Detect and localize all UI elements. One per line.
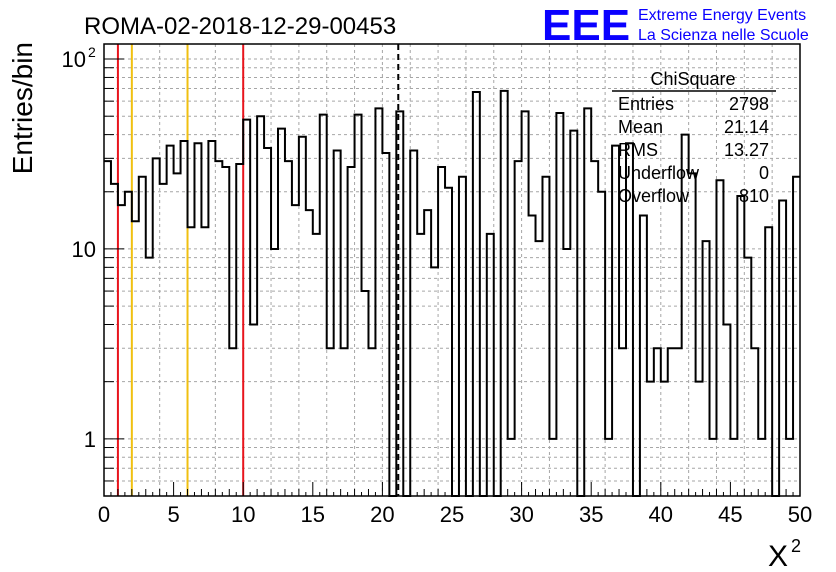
x-axis-label-text: X [768,540,788,572]
stats-label-entries: Entries [618,94,674,114]
stats-value-entries: 2798 [729,94,769,114]
x-tick-label: 30 [509,502,533,527]
stats-value-rms: 13.27 [724,140,769,160]
x-tick-label: 15 [301,502,325,527]
stats-label-underflow: Underflow [618,163,700,183]
eee-logo: EEE Extreme Energy Events La Scienza nel… [542,1,809,50]
logo-line-1: Extreme Energy Events [638,7,806,24]
stats-label-mean: Mean [618,117,663,137]
x-tick-label: 50 [788,502,812,527]
stats-label-rms: RMS [618,140,658,160]
x-tick-label: 20 [370,502,394,527]
y-tick-label: 1 [84,427,96,452]
x-axis-label-sup: 2 [791,536,801,556]
x-axis-ticks: 0 5 10 15 20 25 30 35 40 45 50 [98,482,812,527]
reference-lines [116,44,400,496]
y-axis-label: Entries/bin [7,42,38,174]
x-tick-label: 35 [579,502,603,527]
stats-label-overflow: Overflow [618,186,690,206]
run-title: ROMA-02-2018-12-29-00453 [84,13,396,40]
y-tick-label: 10 [62,47,86,72]
x-tick-label: 40 [649,502,673,527]
stats-value-mean: 21.14 [724,117,769,137]
x-tick-label: 0 [98,502,110,527]
histogram-bins [104,89,800,497]
x-tick-label: 45 [718,502,742,527]
y-tick-label-sup: 2 [88,44,96,60]
y-tick-label: 10 [72,237,96,262]
logo-line-2: La Scienza nelle Scuole [638,27,809,44]
x-tick-label: 5 [167,502,179,527]
stats-box: ChiSquare Entries 2798 Mean 21.14 RMS 13… [612,69,776,206]
x-axis-label: X 2 [768,536,801,572]
histogram-outline [104,89,800,497]
logo-letters: EEE [542,1,630,50]
stats-value-underflow: 0 [759,163,769,183]
x-tick-label: 25 [440,502,464,527]
stats-value-overflow: 810 [739,186,769,206]
x-tick-label: 10 [231,502,255,527]
stats-title: ChiSquare [650,69,735,89]
